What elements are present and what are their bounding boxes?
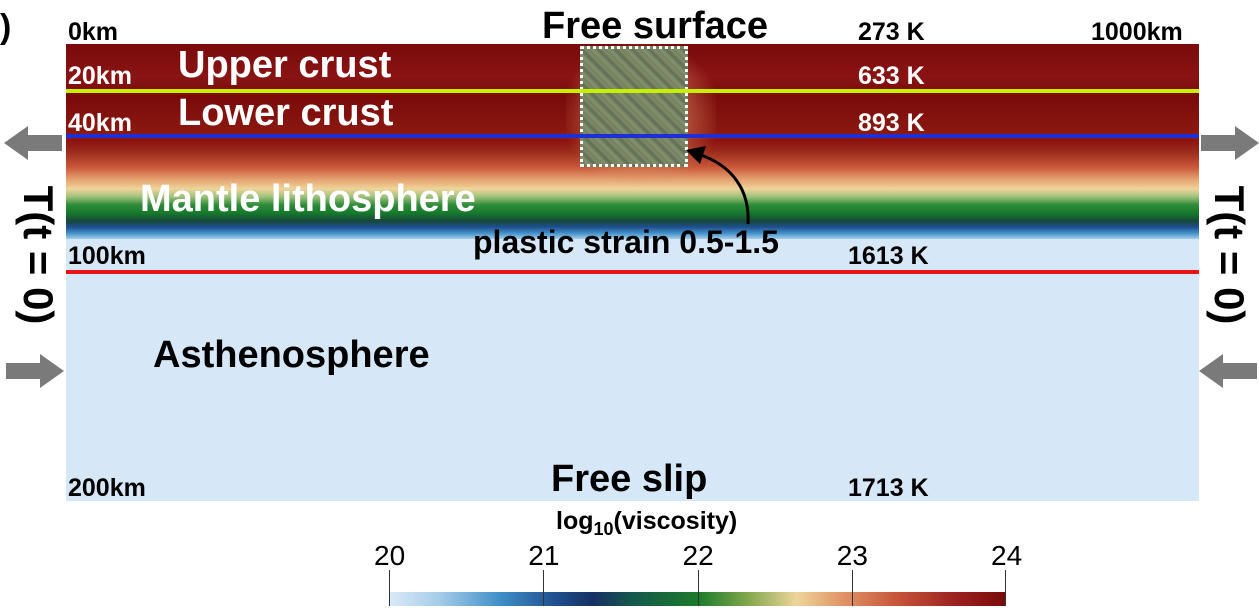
depth-label-0km: 0km bbox=[68, 18, 119, 46]
left-outflow-arrow-icon bbox=[4, 126, 62, 160]
plastic-strain-zone bbox=[580, 46, 688, 167]
left-inflow-arrow-icon bbox=[6, 354, 64, 388]
width-label: 1000km bbox=[1091, 18, 1183, 46]
depth-label-100km: 100km bbox=[68, 242, 146, 270]
mantle-lithosphere-label: Mantle lithosphere bbox=[140, 178, 476, 220]
asthenosphere-band bbox=[66, 239, 1199, 501]
colorbar-title-suffix: (viscosity) bbox=[613, 507, 738, 535]
colorbar-tick bbox=[1005, 570, 1006, 606]
right-inflow-arrow-icon bbox=[1199, 354, 1257, 388]
colorbar-tick bbox=[389, 570, 390, 606]
colorbar-tick-label: 23 bbox=[836, 540, 868, 571]
colorbar-tick-label: 20 bbox=[374, 540, 406, 571]
temperature-label-20km: 633 K bbox=[858, 62, 925, 90]
plastic-strain-arrow bbox=[686, 146, 750, 225]
colorbar-tick bbox=[697, 570, 699, 606]
free-slip-label: Free slip bbox=[551, 458, 708, 500]
panel-label: ) bbox=[0, 8, 12, 46]
temperature-label-100km: 1613 K bbox=[848, 242, 929, 270]
colorbar-tick-label: 24 bbox=[991, 540, 1023, 571]
colorbar-tick bbox=[851, 570, 853, 606]
colorbar-title-subscript: 10 bbox=[593, 519, 614, 539]
lower-crust-boundary-line bbox=[66, 134, 1199, 138]
temperature-label-40km: 893 K bbox=[858, 109, 925, 137]
model-domain bbox=[66, 44, 1199, 501]
lithosphere-base-line bbox=[66, 270, 1199, 274]
plastic-strain-arrow-shaft bbox=[697, 152, 750, 225]
right-outflow-arrow-icon bbox=[1201, 126, 1259, 160]
depth-label-20km: 20km bbox=[68, 62, 132, 90]
colorbar-tick-label: 22 bbox=[682, 540, 714, 571]
asthenosphere-label: Asthenosphere bbox=[153, 334, 430, 376]
right-temperature-condition-label: T(t = 0) bbox=[1206, 185, 1253, 325]
temperature-label-surface: 273 K bbox=[858, 18, 925, 46]
plastic-strain-arrow-head bbox=[686, 146, 706, 164]
colorbar-title: log10(viscosity) bbox=[556, 507, 737, 540]
depth-label-40km: 40km bbox=[68, 109, 132, 137]
upper-crust-boundary-line bbox=[66, 89, 1199, 93]
temperature-label-200km: 1713 K bbox=[848, 474, 929, 502]
colorbar-tick-label: 21 bbox=[528, 540, 560, 571]
free-surface-label: Free surface bbox=[542, 5, 769, 47]
plastic-strain-label: plastic strain 0.5-1.5 bbox=[473, 224, 779, 260]
left-temperature-condition-label: T(t = 0) bbox=[15, 185, 62, 325]
lower-crust-label: Lower crust bbox=[178, 92, 394, 134]
depth-label-200km: 200km bbox=[68, 474, 146, 502]
upper-crust-label: Upper crust bbox=[178, 44, 392, 86]
colorbar-tick bbox=[543, 570, 545, 606]
colorbar-title-prefix: log bbox=[556, 507, 594, 535]
